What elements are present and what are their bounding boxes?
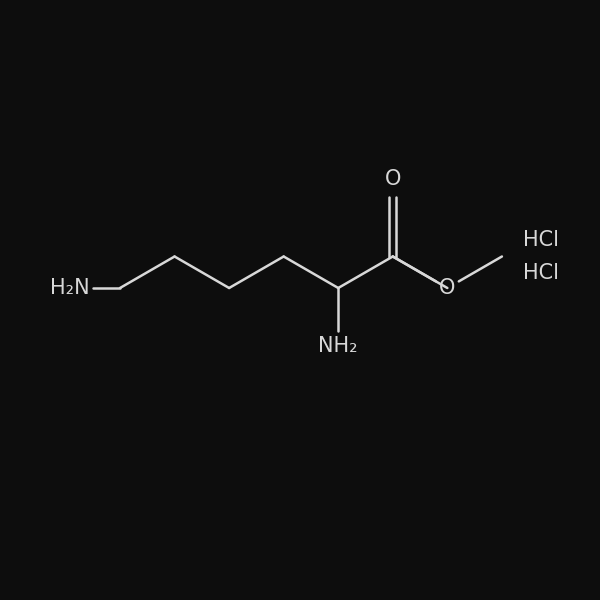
- Text: O: O: [439, 278, 455, 298]
- Text: HCl: HCl: [523, 230, 559, 250]
- Text: NH₂: NH₂: [319, 336, 358, 356]
- Text: HCl: HCl: [523, 263, 559, 283]
- Text: H₂N: H₂N: [50, 278, 90, 298]
- Text: O: O: [385, 169, 401, 190]
